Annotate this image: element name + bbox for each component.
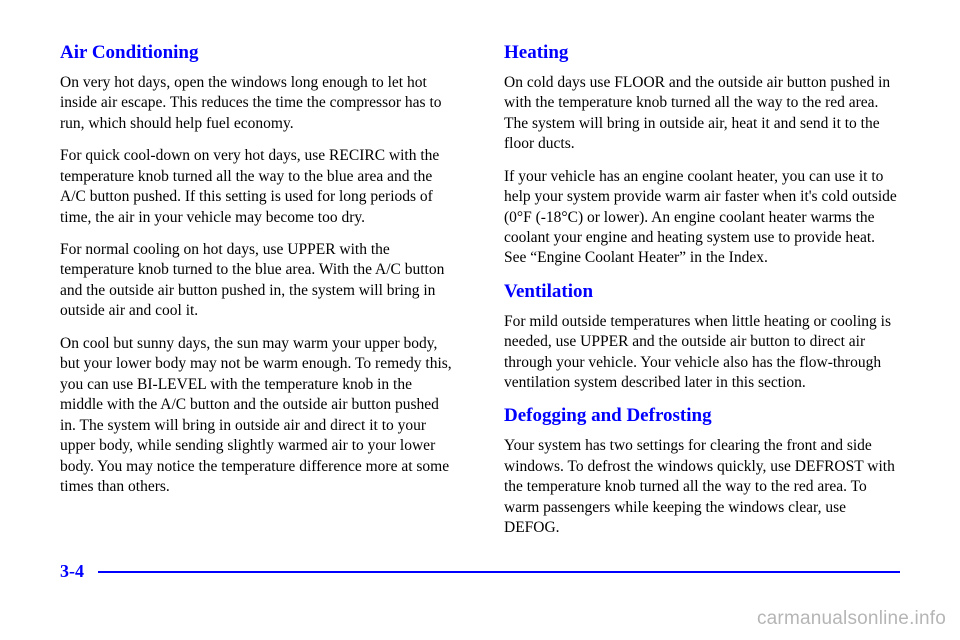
two-column-layout: Air Conditioning On very hot days, open … — [60, 42, 900, 551]
body-paragraph: On cold days use FLOOR and the outside a… — [504, 73, 900, 155]
watermark-text: carmanualsonline.info — [757, 608, 946, 630]
body-paragraph: Your system has two settings for clearin… — [504, 436, 900, 538]
body-paragraph: For quick cool-down on very hot days, us… — [60, 146, 456, 228]
body-paragraph: On cool but sunny days, the sun may warm… — [60, 334, 456, 498]
section-heading-air-conditioning: Air Conditioning — [60, 42, 456, 65]
footer-line: 3-4 — [60, 561, 900, 582]
page-footer: 3-4 — [0, 561, 960, 582]
body-paragraph: If your vehicle has an engine coolant he… — [504, 167, 900, 269]
page-number: 3-4 — [60, 561, 98, 582]
body-paragraph: On very hot days, open the windows long … — [60, 73, 456, 134]
left-column: Air Conditioning On very hot days, open … — [60, 42, 456, 551]
footer-rule — [98, 571, 900, 573]
right-column: Heating On cold days use FLOOR and the o… — [504, 42, 900, 551]
body-paragraph: For mild outside temperatures when littl… — [504, 312, 900, 394]
section-heading-ventilation: Ventilation — [504, 281, 900, 304]
section-heading-heating: Heating — [504, 42, 900, 65]
manual-page: Air Conditioning On very hot days, open … — [0, 0, 960, 640]
body-paragraph: For normal cooling on hot days, use UPPE… — [60, 240, 456, 322]
section-heading-defogging-defrosting: Defogging and Defrosting — [504, 405, 900, 428]
